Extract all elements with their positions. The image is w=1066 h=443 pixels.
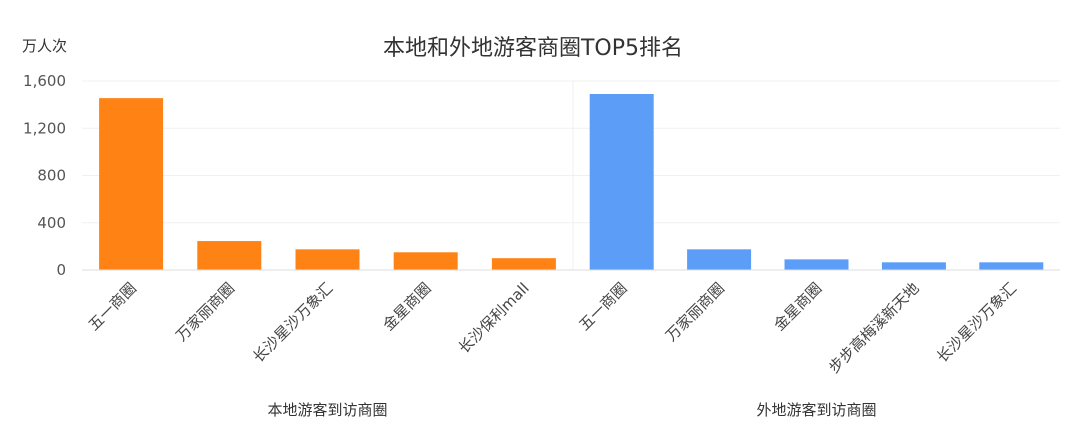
category-label: 五一商圈 [85,279,140,334]
group-label: 本地游客到访商圈 [267,401,387,419]
bar-local [197,241,262,270]
category-label: 长沙星沙万象汇 [933,279,1020,366]
category-label: 长沙星沙万象汇 [249,279,336,366]
chart-title: 本地和外地游客商圈TOP5排名 [383,36,683,61]
y-axis-ticks: 0 400 800 1,200 1,600 [23,72,66,279]
category-labels: 五一商圈 万家丽商圈 长沙星沙万象汇 金星商圈 长沙保利mall 五一商圈 万家丽商圈 金星商… [85,279,1020,377]
category-label: 万家丽商圈 [172,279,238,345]
bar-nonlocal [979,262,1044,270]
category-label: 五一商圈 [575,279,630,334]
bars [99,93,1044,271]
y-tick-label: 1,200 [23,119,66,137]
group-labels: 本地游客到访商圈 外地游客到访商圈 [267,401,876,419]
category-label: 步步高梅溪新天地 [825,279,923,377]
category-label: 长沙保利mall [455,279,533,357]
bar-nonlocal [687,249,752,270]
category-label: 金星商圈 [770,279,825,334]
bar-local [295,249,360,270]
gridlines [82,80,1060,270]
bar-nonlocal [881,262,946,270]
y-tick-label: 1,600 [23,72,66,90]
y-axis-unit-label: 万人次 [22,37,67,55]
category-label: 万家丽商圈 [662,279,728,345]
bar-local [393,252,458,270]
bar-nonlocal [784,259,849,270]
y-tick-label: 800 [37,167,66,185]
bar-local [99,98,164,270]
bar-nonlocal [589,93,654,271]
category-label: 金星商圈 [379,279,434,334]
bar-local [491,258,556,270]
y-tick-label: 400 [37,214,66,232]
group-label: 外地游客到访商圈 [756,401,876,419]
y-tick-label: 0 [56,261,66,279]
